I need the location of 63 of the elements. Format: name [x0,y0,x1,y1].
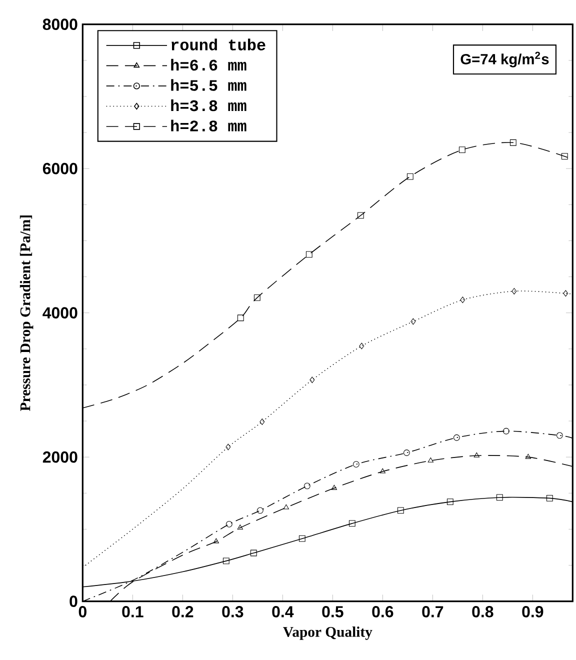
point [556,432,563,439]
point [256,507,264,514]
point [502,428,510,434]
x-tick-label: 0.3 [222,606,244,618]
point [380,468,386,474]
y-tick-label: 0 [70,596,78,607]
x-tick-label: 0.7 [422,606,444,618]
point [525,454,531,459]
point [310,376,315,384]
y-axis-title: Pressure Drop Gradient [Pa/m] [20,216,34,411]
point [250,550,257,556]
x-tick-label: 0.6 [372,606,394,618]
x-tick-label: 0.5 [322,606,344,618]
point [352,461,360,468]
point [406,173,414,180]
point [348,520,356,527]
point [460,296,466,304]
x-axis-title: Vapor Quality [283,626,372,640]
point [283,504,289,510]
point [496,494,503,501]
point [260,418,265,425]
point [563,290,568,297]
x-tick-label: 0.8 [472,606,494,618]
point [359,342,364,350]
legend-label: h=3.8 mm [171,99,246,112]
point [226,520,232,528]
point [474,452,480,458]
x-tick-label: 0.9 [522,606,544,618]
point [546,494,553,502]
point [226,444,231,450]
y-tick-label: 4000 [42,307,78,318]
legend-label: h=2.8 mm [171,120,246,132]
point [298,535,306,542]
y-tick-label: 8000 [42,18,78,30]
point [306,251,312,258]
legend-label: round tube [172,38,266,50]
x-tick-label: 0.1 [122,606,144,618]
point [561,153,568,160]
y-tick-label: 6000 [42,162,78,174]
point [222,558,230,564]
point [357,212,364,219]
point [512,288,517,294]
point [446,498,454,506]
point [304,482,310,490]
annotation: G=74 kg/m$^{2}$s [460,52,549,68]
point [254,294,260,301]
y-tick-label: 2000 [42,451,78,463]
point [510,139,516,146]
point [213,538,219,544]
point [428,457,434,462]
point [458,146,466,154]
point [397,507,404,514]
point [331,484,337,490]
point [237,314,244,322]
legend-label: h=5.5 mm [171,79,246,91]
x-tick-label: 0.4 [272,606,294,618]
point [453,434,460,441]
point [403,450,410,456]
x-tick-label: 0 [78,606,86,618]
legend-label: h=6.6 mm [171,58,246,71]
x-tick-label: 0.2 [172,606,194,618]
point [410,318,416,325]
point [237,524,243,530]
